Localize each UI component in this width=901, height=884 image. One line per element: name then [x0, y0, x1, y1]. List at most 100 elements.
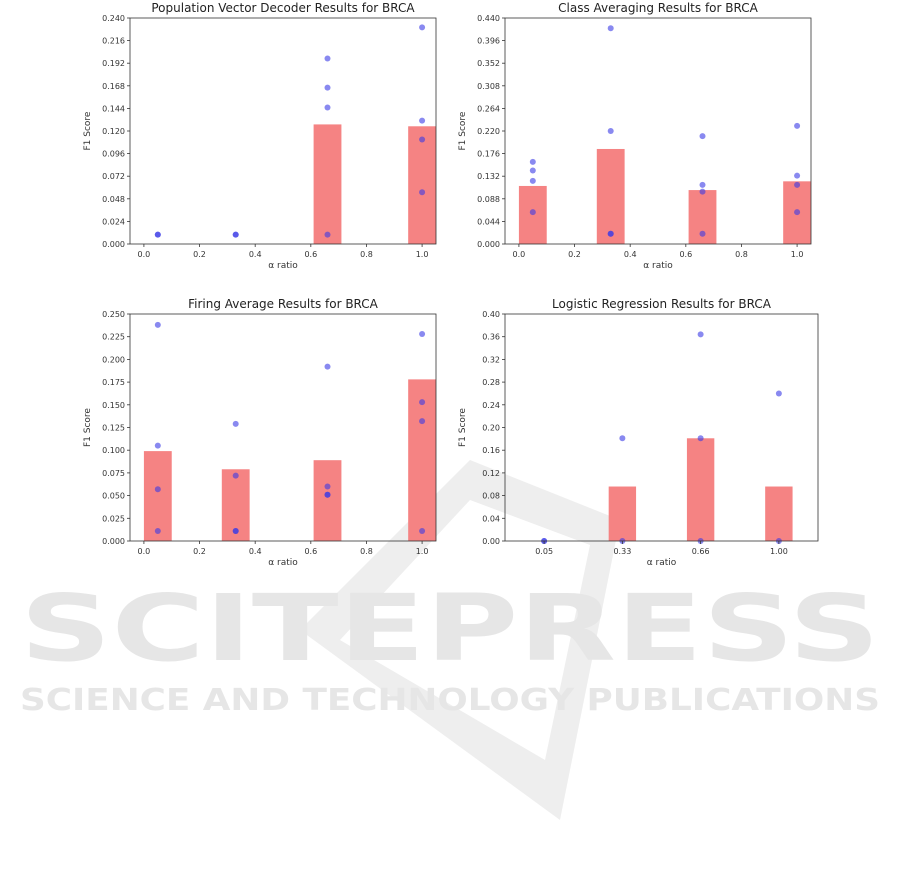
y-tick-label: 0.264 [477, 104, 500, 113]
chart-title: Firing Average Results for BRCA [188, 297, 379, 311]
data-point [619, 435, 626, 442]
x-tick-label: 1.0 [791, 250, 804, 259]
data-point [324, 55, 331, 62]
data-point [794, 209, 801, 216]
x-tick-label: 0.4 [249, 250, 262, 259]
x-tick-label: 0.2 [568, 250, 581, 259]
data-point [529, 209, 536, 216]
bar-3 [686, 438, 715, 541]
y-tick-label: 0.40 [482, 310, 500, 319]
x-tick-label: 0.2 [193, 547, 206, 556]
y-tick-label: 0.168 [102, 82, 125, 91]
chart-2: 0.000 0.044 0.088 0.132 0.176 0.220 0.264 0.308… [458, 1, 812, 271]
y-tick-label: 0.125 [102, 424, 125, 433]
data-point [697, 331, 704, 338]
data-point [699, 230, 706, 237]
y-tick-label: 0.36 [482, 333, 500, 342]
data-point [775, 390, 782, 397]
y-tick-label: 0.308 [477, 82, 500, 91]
data-point [232, 231, 239, 238]
data-point [419, 189, 426, 196]
y-tick-label: 0.144 [102, 104, 125, 113]
data-point [699, 188, 706, 195]
data-point [419, 528, 426, 535]
bar-4 [408, 126, 436, 244]
y-tick-label: 0.220 [477, 127, 500, 136]
y-tick-label: 0.048 [102, 195, 125, 204]
data-point [419, 24, 426, 31]
y-tick-label: 0.16 [482, 446, 500, 455]
y-tick-label: 0.225 [102, 333, 125, 342]
data-point [529, 177, 536, 184]
data-point [154, 528, 161, 535]
data-point [419, 418, 426, 425]
data-point [154, 442, 161, 449]
data-point [419, 117, 426, 124]
bar-4 [408, 379, 436, 541]
bar-2 [608, 486, 637, 541]
y-axis-label: F1 Score [83, 111, 93, 150]
y-tick-label: 0.192 [102, 59, 125, 68]
y-tick-label: 0.240 [102, 14, 125, 23]
data-point [232, 420, 239, 427]
y-tick-label: 0.396 [477, 37, 500, 46]
x-tick-label: 0.6 [679, 250, 692, 259]
data-point [607, 128, 614, 134]
x-axis-label: α ratio [268, 261, 298, 271]
data-point [794, 181, 801, 188]
data-point [154, 486, 161, 493]
x-tick-label: 1.0 [416, 250, 429, 259]
y-tick-label: 0.00 [482, 537, 500, 546]
x-tick-label: 0.2 [193, 250, 206, 259]
y-tick-label: 0.025 [102, 514, 125, 523]
y-axis-label: F1 Score [458, 111, 468, 150]
x-tick-label: 0.8 [735, 250, 748, 259]
x-axis-label: α ratio [643, 261, 673, 271]
y-tick-label: 0.096 [102, 150, 125, 159]
data-point [324, 363, 331, 370]
y-tick-label: 0.20 [482, 424, 500, 433]
y-axis-label: F1 Score [83, 408, 93, 447]
x-tick-label: 0.6 [304, 250, 317, 259]
data-point [232, 528, 239, 535]
data-point [324, 104, 331, 111]
y-tick-label: 0.072 [102, 172, 125, 181]
bar-2 [596, 148, 625, 244]
x-tick-label: 0.6 [304, 547, 317, 556]
y-tick-label: 0.24 [482, 401, 500, 410]
data-point [419, 136, 426, 143]
y-tick-label: 0.352 [477, 59, 500, 68]
y-tick-label: 0.176 [477, 150, 500, 159]
data-point [697, 435, 704, 442]
x-tick-label: 0.05 [535, 547, 553, 556]
data-point [419, 330, 426, 337]
y-tick-label: 0.04 [482, 514, 500, 523]
y-tick-label: 0.000 [477, 240, 500, 249]
y-tick-label: 0.150 [102, 401, 125, 410]
data-point [154, 231, 161, 238]
y-axis-label: F1 Score [458, 408, 468, 447]
axes-frame [504, 17, 812, 245]
bar-4 [765, 486, 793, 541]
x-tick-label: 0.0 [513, 250, 526, 259]
y-tick-label: 0.050 [102, 492, 125, 501]
bar-3 [313, 124, 342, 244]
x-tick-label: 0.8 [360, 547, 373, 556]
y-tick-label: 0.28 [482, 378, 500, 387]
x-axis-label: α ratio [268, 558, 298, 568]
y-tick-label: 0.000 [102, 537, 125, 546]
data-point [154, 321, 161, 328]
chart-4: 0.00 0.04 0.08 0.12 0.16 0.20 0.24 0.28 0.32 0.36… [458, 297, 819, 568]
chart-title: Class Averaging Results for BRCA [558, 1, 758, 15]
x-tick-label: 0.0 [138, 250, 151, 259]
x-tick-label: 0.66 [692, 547, 710, 556]
x-tick-label: 0.33 [613, 547, 631, 556]
y-tick-label: 0.12 [482, 469, 500, 478]
x-tick-label: 1.00 [770, 547, 788, 556]
chart-title: Population Vector Decoder Results for BR… [151, 1, 415, 15]
data-point [232, 472, 239, 479]
y-tick-label: 0.440 [477, 14, 500, 23]
y-tick-label: 0.024 [102, 217, 125, 226]
watermark: SCITEPRESS SCIENCE AND TECHNOLOGY PUBLIC… [20, 460, 880, 820]
